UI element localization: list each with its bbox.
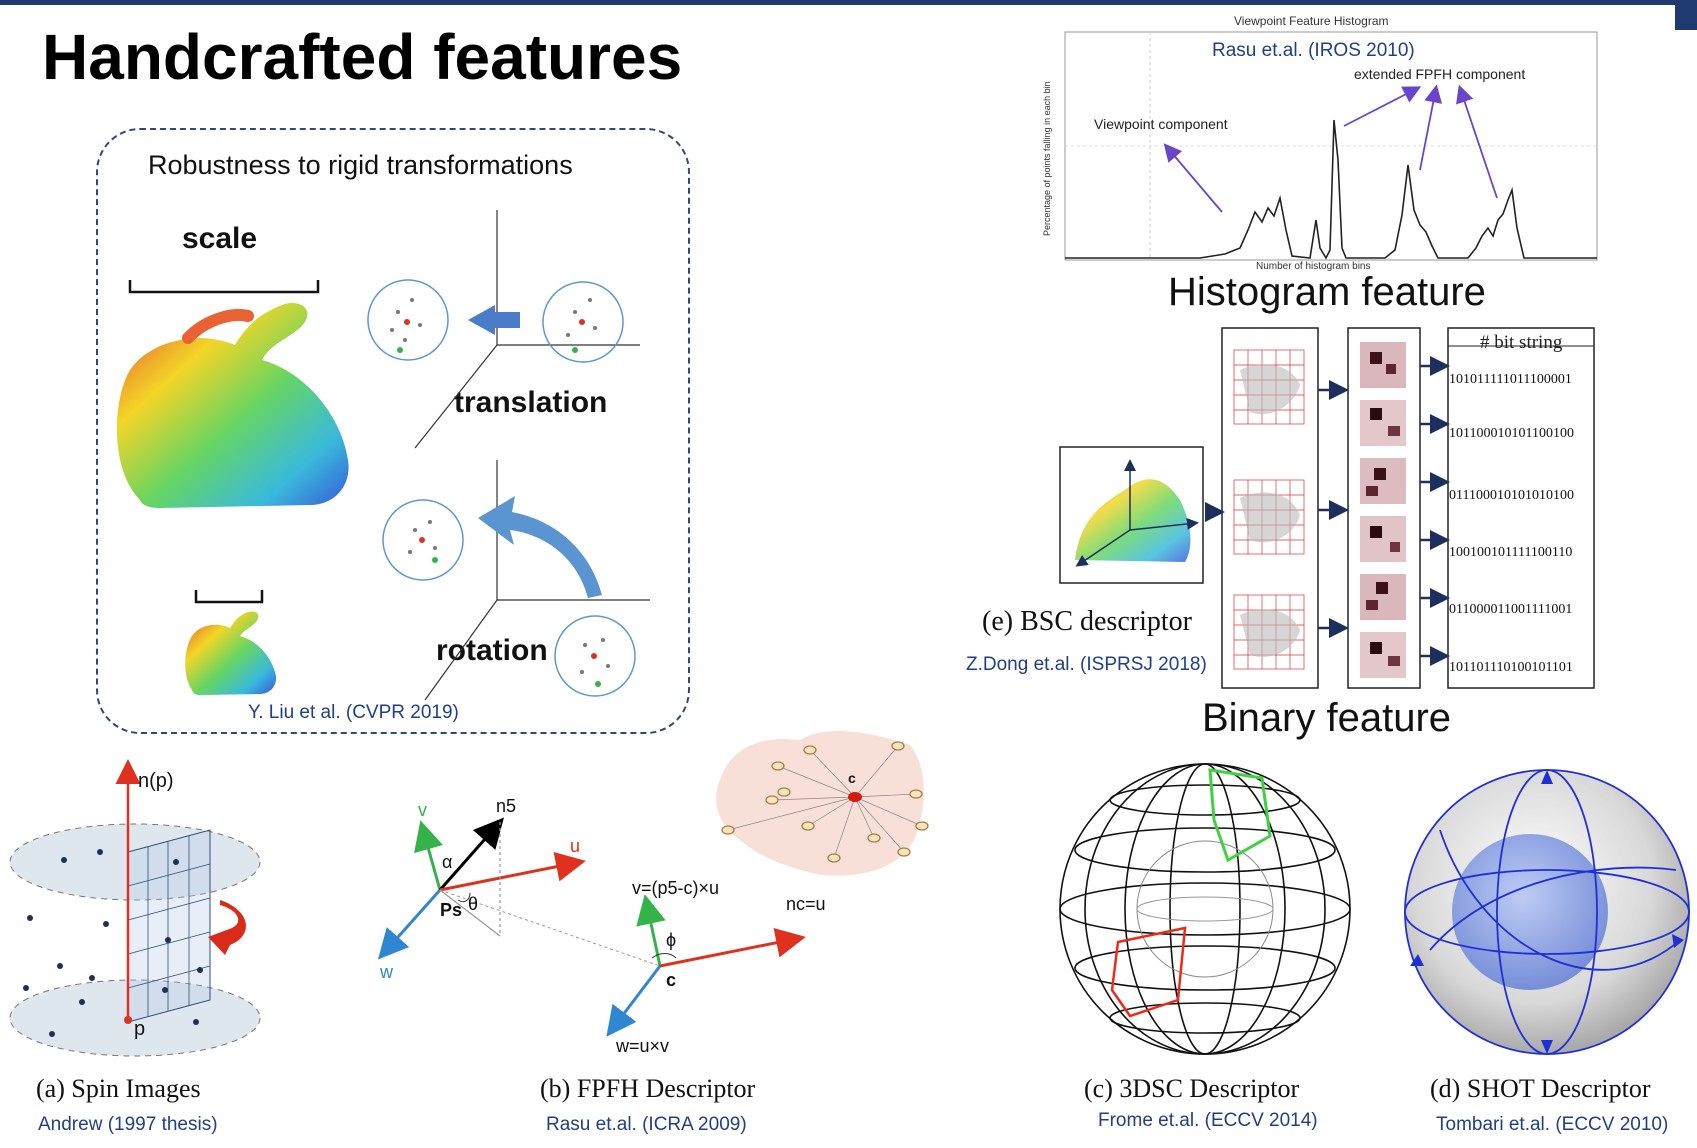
robustness-citation: Y. Liu et al. (CVPR 2019) xyxy=(248,702,459,723)
bsc-citation: Z.Dong et.al. (ISPRSJ 2018) xyxy=(966,654,1207,675)
3dsc-citation: Frome et.al. (ECCV 2014) xyxy=(1098,1110,1318,1131)
fpfh-caption: (b) FPFH Descriptor xyxy=(540,1074,756,1103)
fpfh-citation: Rasu et.al. (ICRA 2009) xyxy=(546,1114,747,1135)
histogram-annotation-viewpoint: Viewpoint component xyxy=(1094,116,1228,132)
spin-image-diagram xyxy=(9,759,261,1057)
shot-citation: Tombari et.al. (ECCV 2010) xyxy=(1436,1114,1669,1135)
binary-section-label: Binary feature xyxy=(1202,696,1452,740)
top-right-accent xyxy=(1675,0,1697,30)
fpfh-label-w: w xyxy=(380,962,393,982)
fpfh-label-phi: ϕ xyxy=(666,930,677,950)
fpfh-label-n5: n5 xyxy=(496,796,517,816)
3dsc-green-bin xyxy=(1208,768,1272,863)
spin-citation: Andrew (1997 thesis) xyxy=(38,1114,218,1135)
bsc-caption: (e) BSC descriptor xyxy=(982,606,1192,637)
spin-np-label: n(p) xyxy=(138,770,174,792)
bit-string-5: 011000011001111001 xyxy=(1449,602,1573,617)
fpfh-label-wformula: w=u×v xyxy=(616,1036,670,1056)
3dsc-caption: (c) 3DSC Descriptor xyxy=(1084,1074,1300,1103)
histogram-citation: Rasu et.al. (IROS 2010) xyxy=(1212,40,1415,61)
histogram-chart-title: Viewpoint Feature Histogram xyxy=(1234,14,1389,28)
shot-caption: (d) SHOT Descriptor xyxy=(1430,1074,1651,1103)
histogram-section-label: Histogram feature xyxy=(1168,270,1486,314)
fpfh-label-nc: nc=u xyxy=(786,894,826,914)
fpfh-label-c: c xyxy=(666,970,677,990)
histogram-annotation-extended: extended FPFH component xyxy=(1354,66,1526,82)
robustness-heading: Robustness to rigid transformations xyxy=(148,150,573,180)
spin-p-label: p xyxy=(134,1018,146,1040)
shot-sphere xyxy=(1404,769,1690,1055)
top-accent-bar xyxy=(0,0,1697,5)
heatmap-tiles xyxy=(1360,342,1406,678)
fpfh-label-ps: Ps xyxy=(440,900,463,920)
fpfh-label-theta: θ xyxy=(468,894,479,914)
fpfh-label-u: u xyxy=(570,836,581,856)
bit-string-3: 011100010101010100 xyxy=(1449,488,1574,503)
bit-string-4: 100100101111100110 xyxy=(1449,545,1573,560)
rotation-label: rotation xyxy=(436,634,548,667)
slide-title: Handcrafted features xyxy=(42,21,683,93)
histogram-xlabel: Number of histogram bins xyxy=(1256,261,1371,272)
fpfh-label-vformula: v=(p5-c)×u xyxy=(632,878,720,898)
histogram-curve xyxy=(1065,119,1597,260)
3dsc-sphere xyxy=(1059,763,1351,1055)
fpfh-label-alpha: α xyxy=(442,852,453,872)
bit-string-6: 101101110100101101 xyxy=(1449,660,1573,675)
fpfh-label-center: c xyxy=(848,770,856,786)
robustness-panel xyxy=(96,128,690,734)
scale-label: scale xyxy=(182,222,258,255)
bit-string-1: 101011111011100001 xyxy=(1449,372,1572,387)
fpfh-label-v: v xyxy=(418,800,427,820)
bits-header: # bit string xyxy=(1480,332,1563,353)
histogram-ylabel: Percentage of points falling in each bin xyxy=(1042,81,1052,236)
translation-label: translation xyxy=(454,386,608,419)
bit-string-2: 101100010101100100 xyxy=(1449,426,1574,441)
3dsc-red-bin xyxy=(1110,926,1187,1018)
spin-caption: (a) Spin Images xyxy=(36,1074,201,1103)
